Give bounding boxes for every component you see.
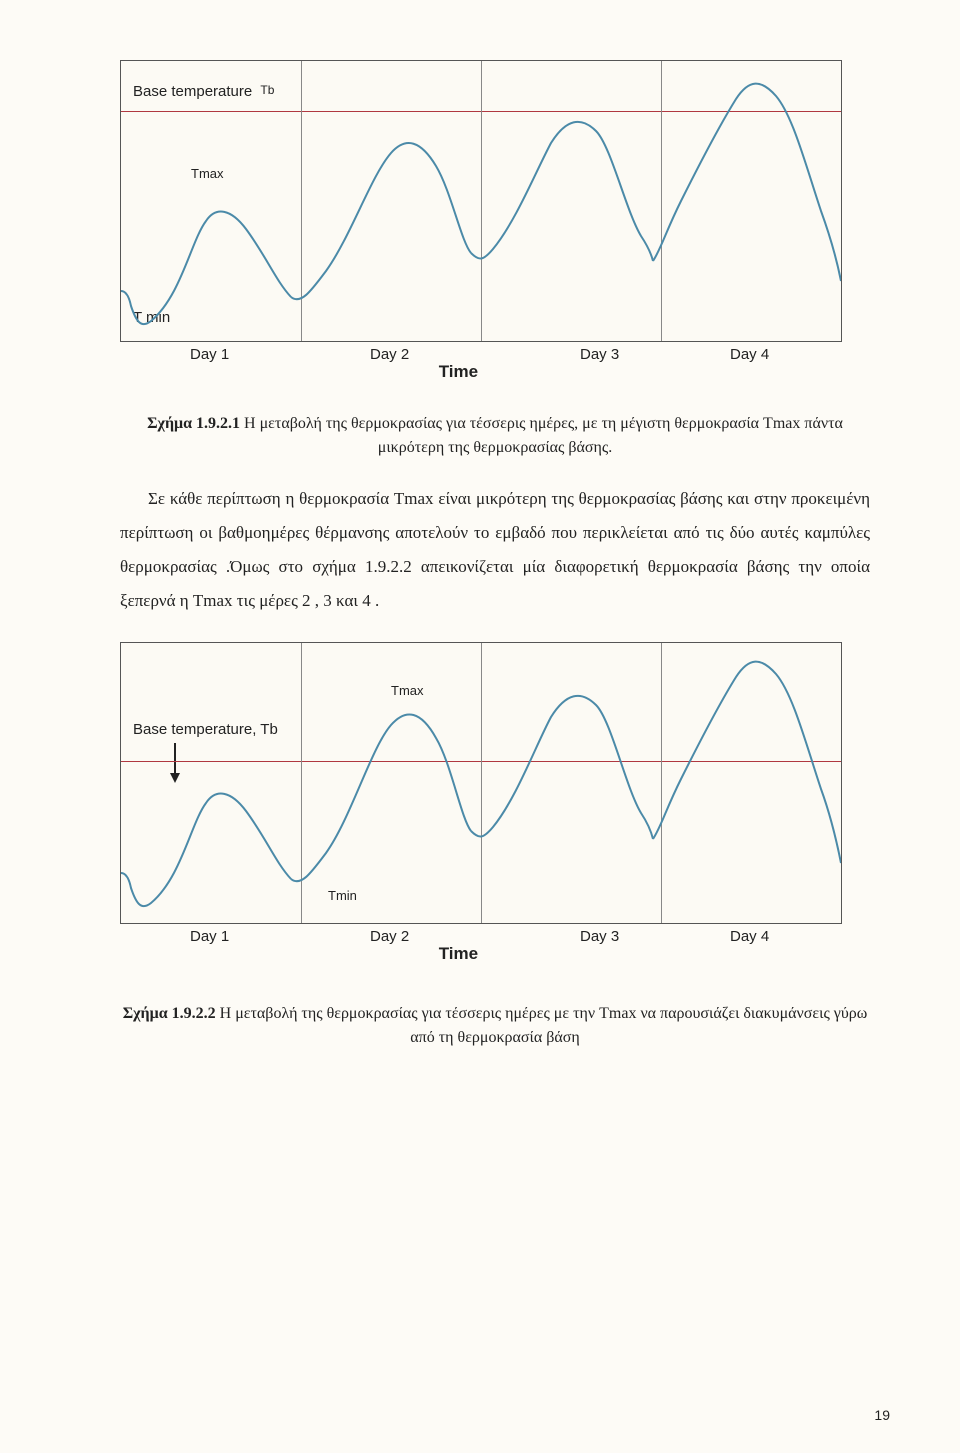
body-paragraph: Σε κάθε περίπτωση η θερμοκρασία Tmax είν… [120,482,870,618]
caption-top-bold: Σχήμα 1.9.2.1 [147,415,240,432]
chart-bottom-day3: Day 3 [580,928,619,945]
chart-bottom-day2: Day 2 [370,928,409,945]
chart-bottom-day4: Day 4 [730,928,769,945]
caption-bottom-bold: Σχήμα 1.9.2.2 [123,1005,216,1022]
chart-bottom-path-4 [653,662,841,863]
chart-top-xlabel: Time [439,362,478,394]
chart-top-curve [121,61,841,341]
chart-bottom-xaxis: Day 1 Day 2 Day 3 Day 4 Time [120,924,840,974]
chart-top: Temperature, °C Base temperature Tb Tmax… [120,60,870,392]
chart-bottom-path-3 [471,696,653,839]
chart-bottom-day1: Day 1 [190,928,229,945]
chart-top-day2: Day 2 [370,346,409,363]
chart-top-day3: Day 3 [580,346,619,363]
chart-top-xaxis: Day 1 Day 2 Day 3 Day 4 Time [120,342,840,392]
page-number: 19 [874,1407,890,1423]
page: Temperature, °C Base temperature Tb Tmax… [0,0,960,1453]
chart-top-path-2 [291,143,471,299]
chart-top-day4: Day 4 [730,346,769,363]
chart-bottom-xlabel: Time [439,944,478,976]
chart-top-path-1 [121,212,291,325]
caption-top-rest: Η μεταβολή της θερμοκρασίας για τέσσερις… [240,415,843,456]
chart-bottom-curve [121,643,841,923]
chart-top-plot-area: Base temperature Tb Tmax T min [120,60,842,342]
chart-bottom: Temperature, °C Tmax Base temperature, T… [120,642,870,974]
chart-bottom-path-2 [291,714,471,881]
chart-top-path-4 [653,84,841,281]
caption-bottom-rest: Η μεταβολή της θερμοκρασίας για τέσσερις… [216,1005,868,1046]
chart-top-day1: Day 1 [190,346,229,363]
chart-bottom-path-1 [121,794,291,907]
caption-top: Σχήμα 1.9.2.1 Η μεταβολή της θερμοκρασία… [120,412,870,460]
chart-top-path-3 [471,122,653,261]
chart-bottom-plot-area: Tmax Base temperature, Tb Tmin [120,642,842,924]
caption-bottom: Σχήμα 1.9.2.2 Η μεταβολή της θερμοκρασία… [120,1002,870,1050]
